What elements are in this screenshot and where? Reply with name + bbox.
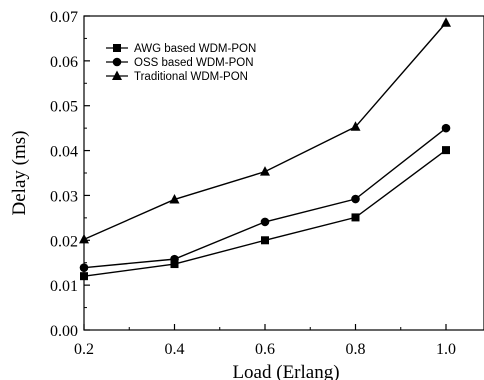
data-point-square [170,260,179,269]
y-tick-label: 0.02 [50,233,78,250]
legend-item: OSS based WDM-PON [106,57,254,69]
data-point-circle [260,217,270,227]
data-point-square [80,272,88,281]
y-tick-label: 0.03 [50,188,78,205]
axis-ticks: 0.00 0.01 0.02 0.03 0.04 0.05 0.06 0.07 0.2 0.4 0.… [50,9,456,358]
y-tick-label: 0.00 [50,323,78,340]
data-point-triangle [79,233,89,244]
data-point-circle [170,254,179,264]
y-tick-label: 0.06 [50,54,78,71]
x-axis-title: Load (Erlang) [232,362,339,380]
legend: AWG based WDM-PON OSS based WDM-PON Tradit… [106,43,256,83]
y-tick-label: 0.07 [50,9,78,26]
y-tick-label: 0.04 [50,144,78,161]
x-tick-label: 0.6 [255,341,275,358]
data-point-circle [351,194,360,204]
legend-label: AWG based WDM-PON [134,43,256,55]
data-point-square [261,236,269,245]
x-tick-label: 1.0 [436,341,456,358]
data-point-triangle [441,17,451,27]
legend-marker-square [113,44,121,52]
data-point-triangle [169,193,180,204]
legend-item: AWG based WDM-PON [106,43,256,55]
x-tick-label: 0.2 [74,341,94,358]
x-tick-label: 0.4 [165,341,185,358]
legend-marker-triangle [112,70,122,80]
legend-label: Traditional WDM-PON [134,71,248,83]
series-circle [79,123,451,272]
data-point-triangle [350,121,361,131]
legend-item: Traditional WDM-PON [106,70,248,83]
y-tick-label: 0.05 [50,99,78,116]
data-point-square [351,213,360,222]
legend-marker-circle [112,57,122,67]
series-square [80,146,450,281]
data-point-square [442,146,450,155]
data-point-triangle [260,166,270,176]
y-axis-title: Delay (ms) [9,131,30,216]
series-layer [79,17,451,281]
series-triangle [79,17,451,244]
series-line [83,127,447,269]
y-tick-label: 0.01 [50,278,78,295]
data-point-circle [441,123,451,133]
x-tick-label: 0.8 [346,341,366,358]
series-line [83,22,447,241]
legend-label: OSS based WDM-PON [134,57,254,69]
data-point-circle [79,263,89,272]
